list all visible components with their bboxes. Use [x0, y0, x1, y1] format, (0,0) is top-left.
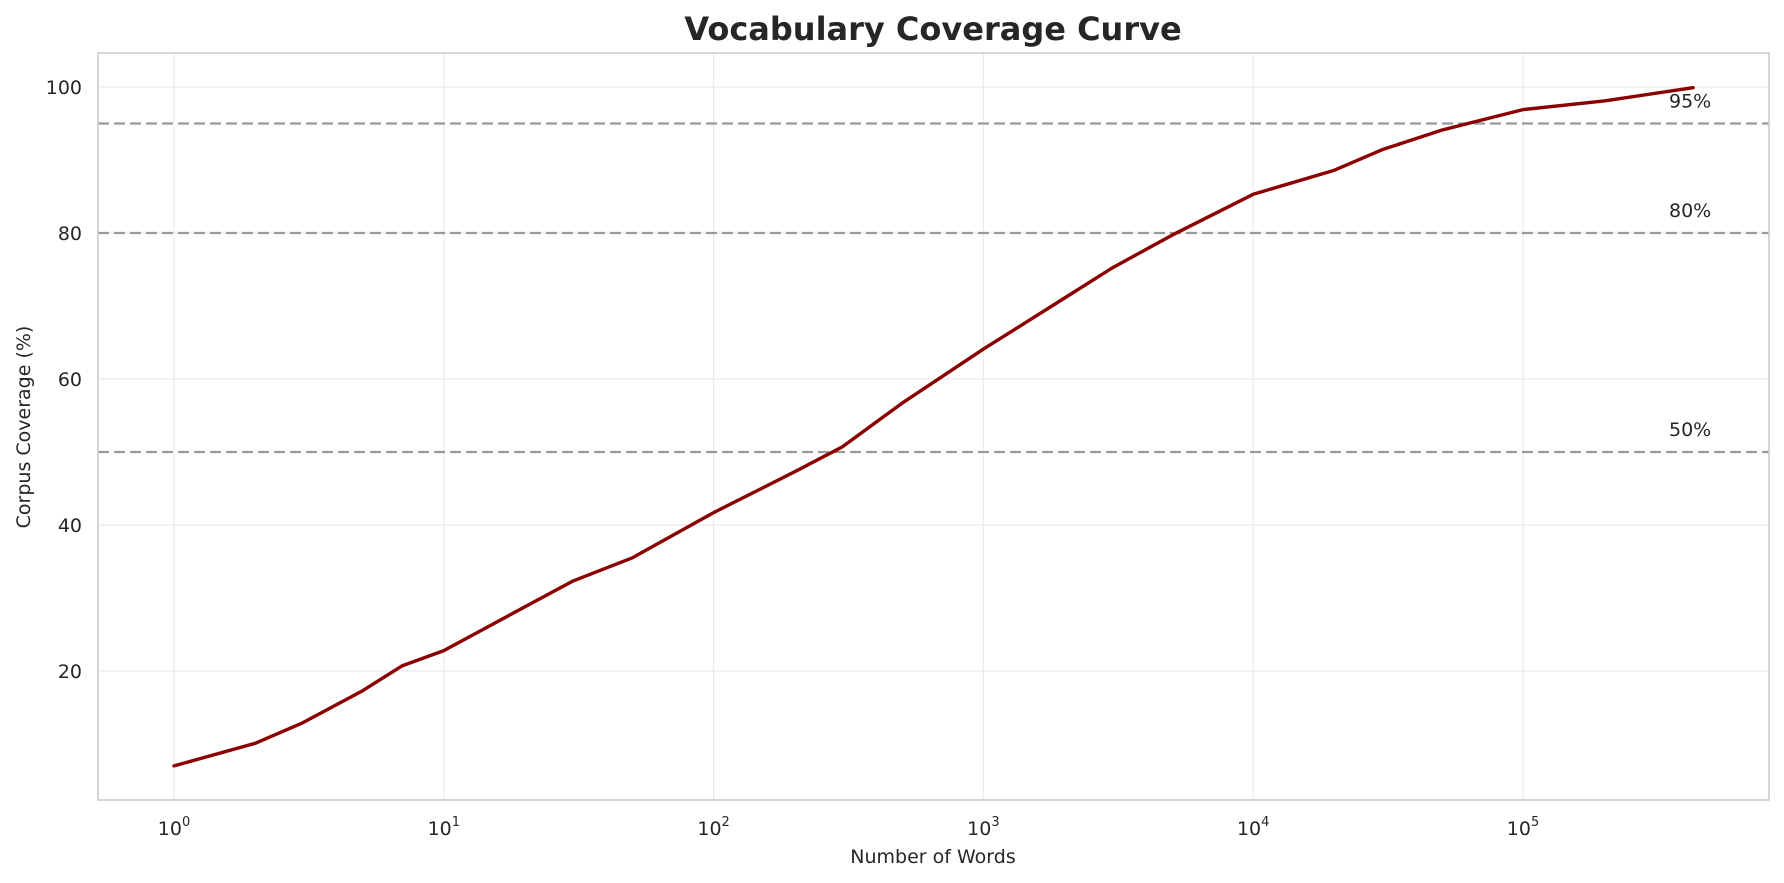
x-tick-label: 101	[428, 815, 460, 840]
reference-label-80: 80%	[1669, 200, 1711, 222]
grid-lines	[98, 53, 1769, 800]
coverage-curve	[172, 85, 1695, 768]
reference-label-95: 95%	[1669, 91, 1711, 113]
x-axis-ticks: 100 101 102 103 104 105	[158, 815, 1539, 840]
x-tick-label: 103	[967, 815, 999, 840]
y-tick-label: 40	[58, 515, 82, 537]
x-tick-label: 105	[1507, 815, 1539, 840]
reference-line-labels: 50% 80% 95%	[1669, 91, 1711, 442]
data-series	[172, 85, 1695, 768]
y-axis-label: Corpus Coverage (%)	[13, 326, 35, 529]
y-tick-label: 20	[58, 661, 82, 683]
x-axis-label: Number of Words	[850, 846, 1015, 868]
x-tick-label: 104	[1237, 815, 1269, 840]
y-tick-label: 60	[58, 369, 82, 391]
plot-area-frame	[97, 52, 1770, 801]
y-axis-ticks: 20 40 60 80 100	[46, 77, 82, 683]
x-tick-label: 102	[697, 815, 729, 840]
chart-title: Vocabulary Coverage Curve	[684, 10, 1181, 48]
reference-label-50: 50%	[1669, 419, 1711, 441]
x-tick-label: 100	[158, 815, 190, 840]
y-tick-label: 100	[46, 77, 82, 99]
y-tick-label: 80	[58, 223, 82, 245]
reference-lines	[98, 122, 1769, 454]
